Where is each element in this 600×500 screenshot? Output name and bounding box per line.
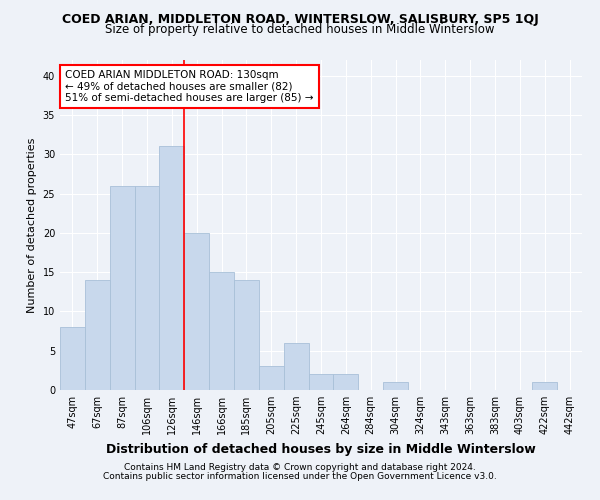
Bar: [209, 272, 234, 390]
Bar: [134, 186, 160, 390]
X-axis label: Distribution of detached houses by size in Middle Winterslow: Distribution of detached houses by size …: [106, 442, 536, 456]
Bar: [234, 280, 259, 390]
Bar: [160, 146, 184, 390]
Bar: [334, 374, 358, 390]
Bar: [308, 374, 334, 390]
Bar: [85, 280, 110, 390]
Bar: [259, 366, 284, 390]
Bar: [184, 233, 209, 390]
Text: Contains HM Land Registry data © Crown copyright and database right 2024.: Contains HM Land Registry data © Crown c…: [124, 464, 476, 472]
Text: Contains public sector information licensed under the Open Government Licence v3: Contains public sector information licen…: [103, 472, 497, 481]
Text: COED ARIAN, MIDDLETON ROAD, WINTERSLOW, SALISBURY, SP5 1QJ: COED ARIAN, MIDDLETON ROAD, WINTERSLOW, …: [62, 12, 538, 26]
Bar: [383, 382, 408, 390]
Text: COED ARIAN MIDDLETON ROAD: 130sqm
← 49% of detached houses are smaller (82)
51% : COED ARIAN MIDDLETON ROAD: 130sqm ← 49% …: [65, 70, 314, 103]
Text: Size of property relative to detached houses in Middle Winterslow: Size of property relative to detached ho…: [105, 22, 495, 36]
Bar: [60, 327, 85, 390]
Bar: [110, 186, 134, 390]
Bar: [532, 382, 557, 390]
Y-axis label: Number of detached properties: Number of detached properties: [27, 138, 37, 312]
Bar: [284, 343, 308, 390]
